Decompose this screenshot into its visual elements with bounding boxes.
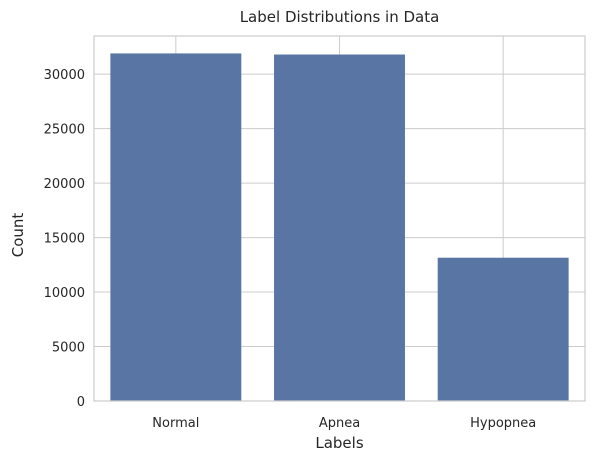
y-tick-label: 20000: [44, 177, 85, 192]
x-tick-label: Apnea: [319, 416, 360, 431]
axes-spines: [93, 35, 586, 402]
y-tick-label: 15000: [44, 232, 85, 247]
bars: [110, 53, 569, 402]
y-axis-label: Count: [9, 213, 27, 258]
y-tick-label: 25000: [44, 123, 85, 138]
y-tick-labels: 0 5000 10000 15000 20000 25000 30000: [44, 68, 85, 410]
x-tick-labels: Normal Apnea Hypopnea: [152, 416, 536, 431]
y-tick-label: 30000: [44, 68, 85, 83]
y-tick-label: 0: [77, 395, 85, 410]
x-tick-label: Normal: [152, 416, 199, 431]
y-tick-label: 5000: [52, 341, 85, 356]
x-axis-label: Labels: [315, 434, 363, 452]
bar-hypopnea: [437, 257, 569, 401]
axes-frame: [93, 35, 586, 402]
y-tick-label: 10000: [44, 286, 85, 301]
x-tick-label: Hypopnea: [470, 416, 536, 431]
bar-normal: [110, 53, 242, 402]
chart-title: Label Distributions in Data: [240, 8, 440, 26]
bar-apnea: [274, 54, 405, 401]
